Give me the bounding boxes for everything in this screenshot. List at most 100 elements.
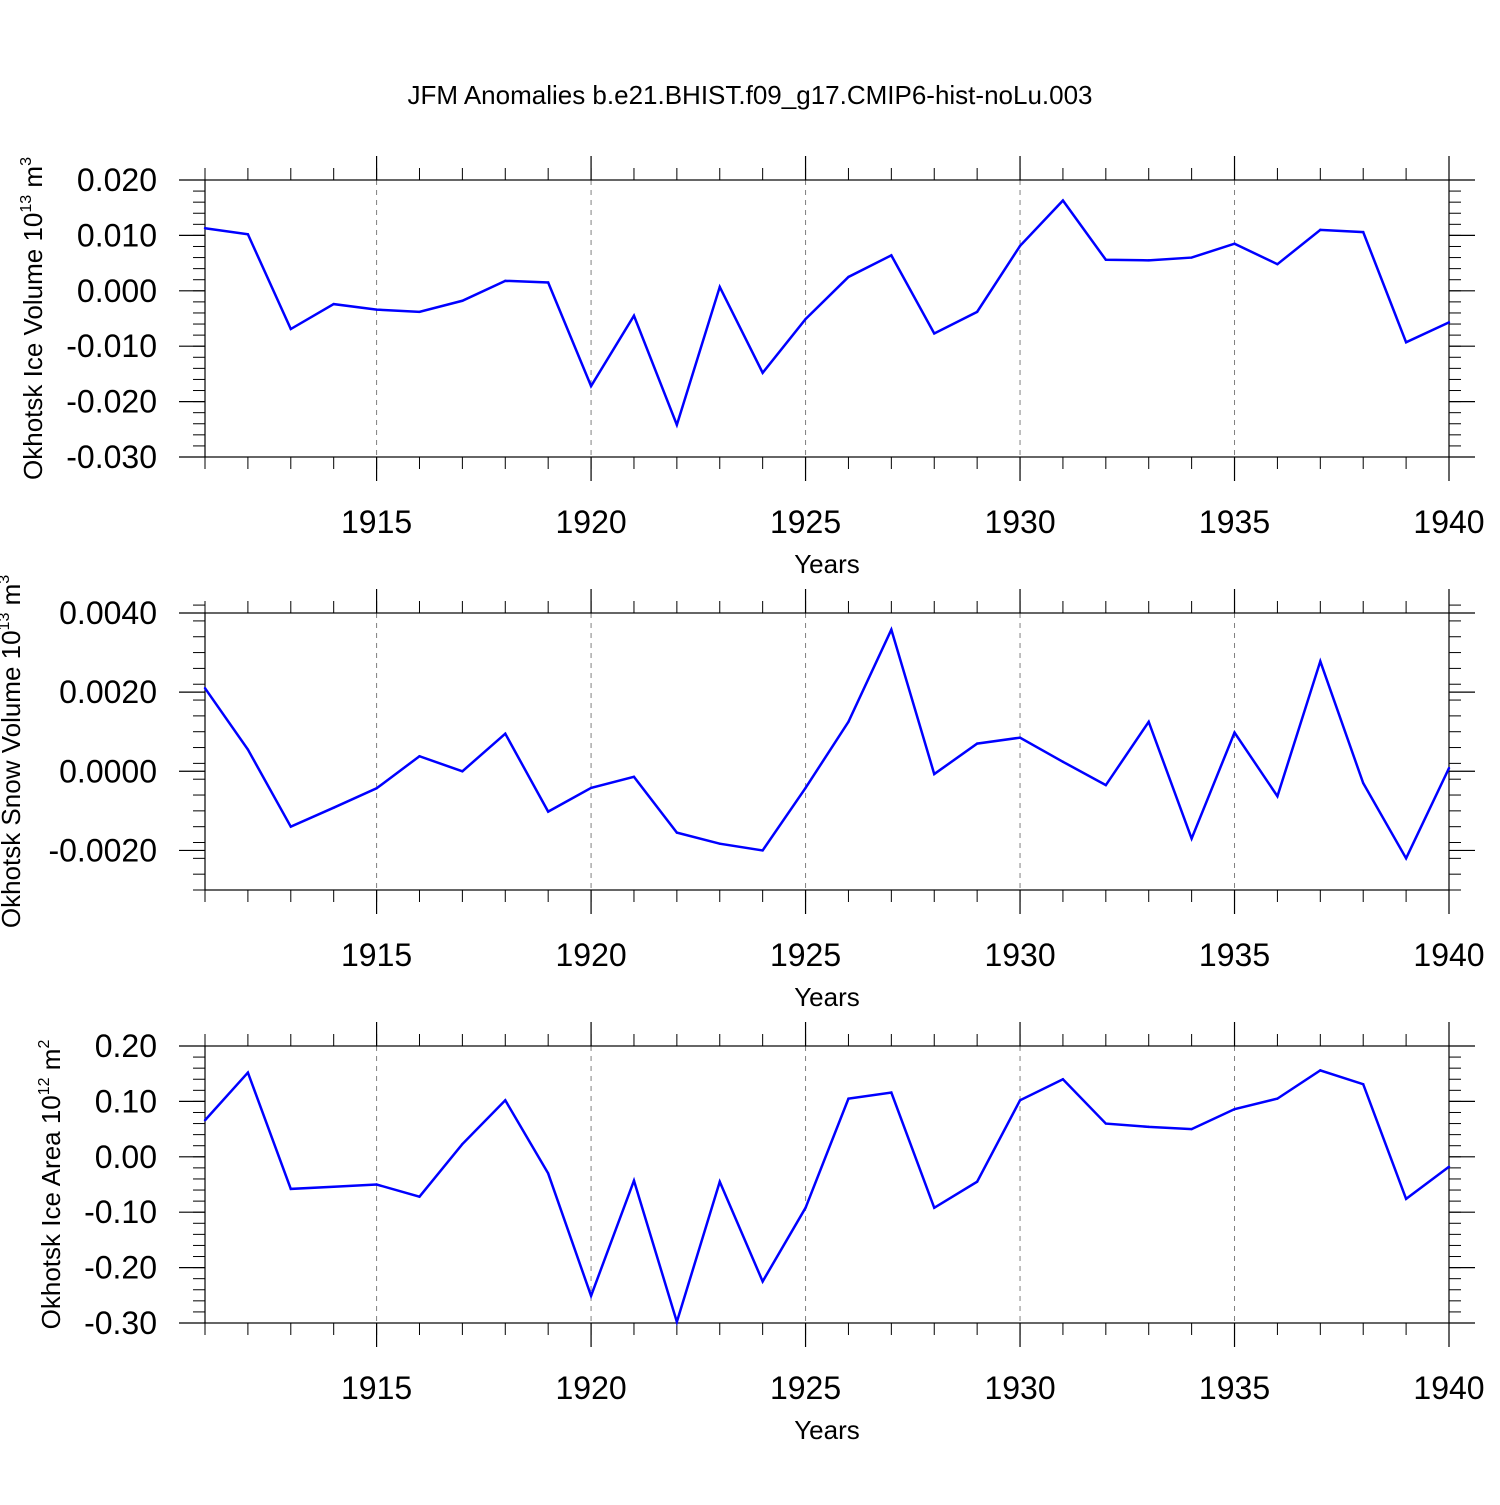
x-tick-label: 1930: [984, 937, 1055, 973]
y-axis-label: Okhotsk Snow Volume 1013 m3: [0, 575, 26, 928]
data-point: [718, 1180, 721, 1183]
data-point: [804, 317, 807, 321]
data-point: [1404, 857, 1408, 860]
x-tick-label: 1920: [555, 1370, 626, 1406]
x-tick-label: 1925: [770, 504, 841, 540]
data-point: [375, 308, 378, 311]
data-point: [246, 748, 250, 751]
y-tick-label: -0.0020: [48, 832, 157, 868]
data-point: [975, 1180, 979, 1183]
data-point: [418, 755, 421, 758]
data-point: [1233, 731, 1236, 734]
y-tick-label: -0.030: [66, 439, 157, 475]
data-point: [546, 810, 550, 813]
x-tick-label: 1940: [1413, 937, 1484, 973]
plot-frame: [204, 1045, 1450, 1324]
y-tick-label: 0.0040: [59, 595, 157, 631]
data-point: [1190, 837, 1193, 840]
data-point: [504, 732, 507, 735]
data-point: [461, 1142, 464, 1146]
data-point: [1018, 1099, 1022, 1102]
data-point: [675, 1320, 679, 1324]
data-point: [804, 1206, 807, 1209]
x-tick-label: 1935: [1199, 504, 1270, 540]
chart-panel-1: 1915 1920 1925 1930 1935 1940 -0.030 -0.020 -0.0…: [18, 156, 1485, 579]
data-point: [632, 775, 636, 779]
data-point: [332, 302, 335, 306]
data-point: [847, 1097, 850, 1100]
x-tick-label: 1925: [770, 937, 841, 973]
y-tick-label: -0.010: [66, 328, 157, 364]
x-tick-label: 1915: [341, 504, 412, 540]
data-point: [375, 787, 378, 790]
data-point: [933, 1206, 936, 1209]
y-tick-label: 0.0020: [59, 674, 157, 710]
chart-title: JFM Anomalies b.e21.BHIST.f09_g17.CMIP6-…: [407, 80, 1092, 110]
y-tick-label: -0.020: [66, 384, 157, 420]
data-point: [504, 1099, 507, 1102]
x-tick-label: 1940: [1413, 1370, 1484, 1406]
data-point: [890, 254, 893, 257]
plot-frame: [204, 612, 1450, 891]
data-point: [1104, 258, 1108, 261]
data-point: [761, 371, 764, 374]
data-point: [675, 423, 679, 427]
data-point: [589, 786, 593, 790]
data-point: [1447, 321, 1451, 324]
x-tick-label: 1935: [1199, 1370, 1270, 1406]
data-point: [1061, 760, 1065, 763]
data-point: [933, 332, 936, 335]
x-axis-label: Years: [794, 549, 860, 579]
data-point: [1447, 766, 1451, 770]
data-point: [1190, 256, 1193, 259]
data-point: [632, 314, 636, 317]
y-tick-label: 0.0000: [59, 753, 157, 789]
data-point: [1319, 1069, 1322, 1072]
x-tick-label: 1935: [1199, 937, 1270, 973]
chart-panel-2: 1915 1920 1925 1930 1935 1940 -0.0020 0.0000 0.0…: [0, 575, 1485, 1012]
data-point: [1362, 781, 1365, 785]
data-point: [1147, 259, 1150, 262]
data-point: [332, 1185, 335, 1188]
data-point: [1362, 230, 1365, 234]
data-point: [847, 720, 850, 724]
data-point: [975, 742, 979, 745]
data-point: [718, 842, 721, 845]
data-point: [1276, 263, 1279, 266]
data-point: [933, 772, 936, 776]
data-point: [589, 1294, 593, 1298]
x-axis-label: Years: [794, 1415, 860, 1445]
y-tick-label: -0.30: [84, 1305, 157, 1341]
data-point: [246, 1071, 250, 1074]
y-tick-label: -0.20: [84, 1250, 157, 1286]
data-point: [718, 285, 721, 289]
data-point: [375, 1183, 378, 1186]
data-point: [1061, 199, 1065, 202]
data-point: [332, 806, 335, 809]
y-tick-label: 0.00: [95, 1139, 157, 1175]
data-point: [1147, 720, 1150, 724]
data-point: [1404, 1197, 1408, 1201]
y-tick-label: 0.020: [77, 162, 157, 198]
data-point: [546, 1172, 550, 1175]
data-point: [418, 1195, 421, 1198]
data-point: [246, 233, 250, 236]
data-point: [1061, 1078, 1065, 1081]
data-point: [1319, 660, 1322, 663]
y-tick-label: 0.010: [77, 217, 157, 253]
data-point: [847, 275, 850, 279]
data-point: [546, 281, 550, 284]
data-point: [761, 1280, 764, 1283]
data-point: [461, 299, 464, 302]
data-point: [804, 786, 807, 790]
data-point: [1104, 783, 1108, 787]
data-point: [289, 327, 292, 331]
data-point: [1233, 1107, 1236, 1111]
data-point: [289, 825, 292, 828]
data-point: [418, 310, 421, 314]
data-point: [761, 849, 764, 852]
y-axis-label: Okhotsk Ice Area 1012 m2: [36, 1040, 66, 1330]
plot-frame: [204, 179, 1450, 458]
x-tick-label: 1920: [555, 504, 626, 540]
x-tick-label: 1920: [555, 937, 626, 973]
